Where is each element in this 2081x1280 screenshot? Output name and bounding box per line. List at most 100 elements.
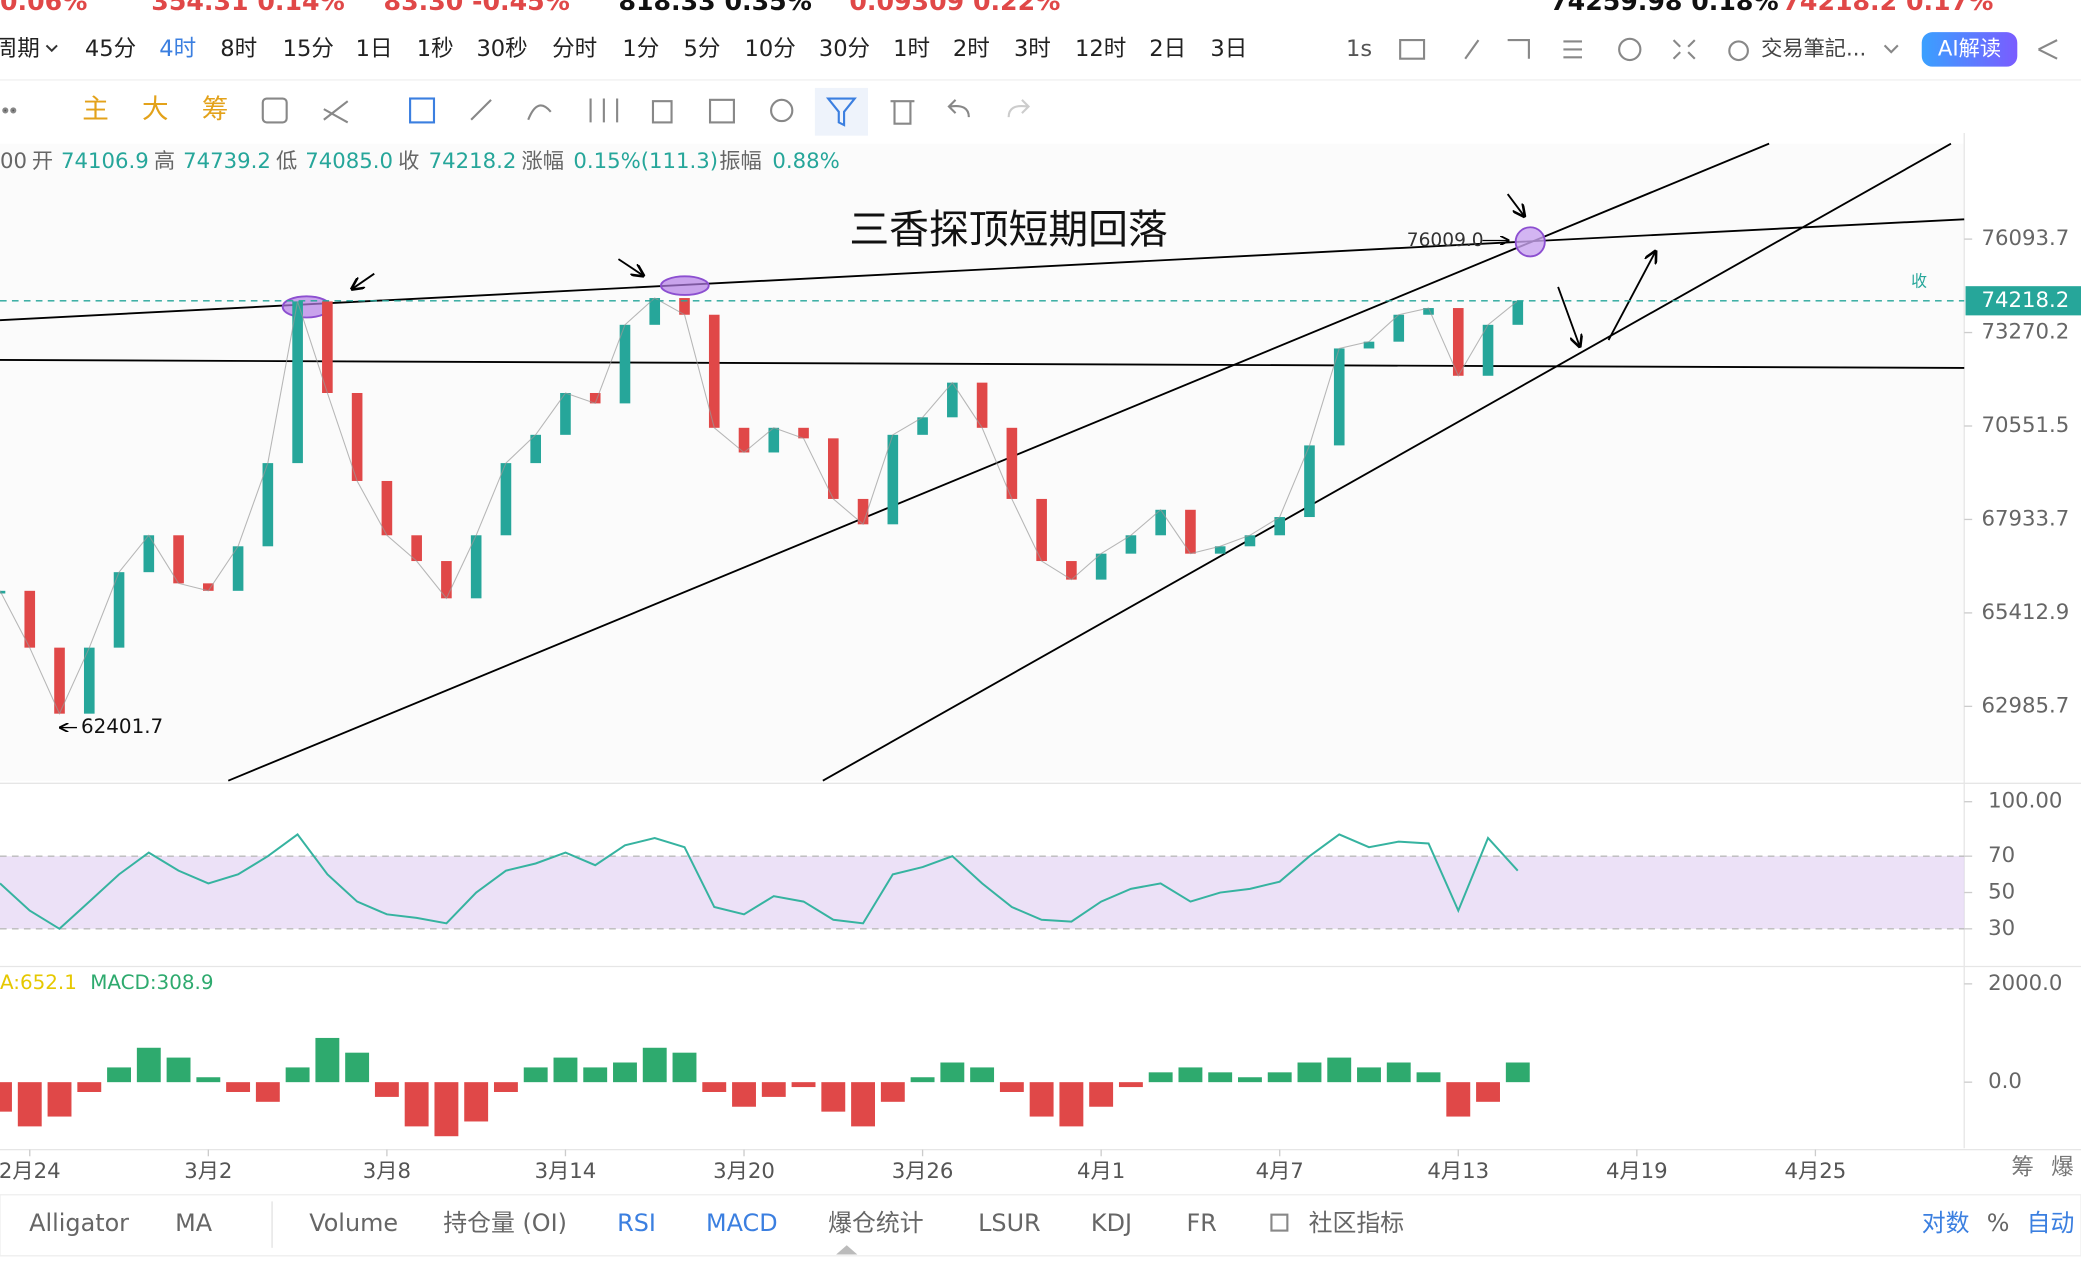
top-icons[interactable] [1399,39,1582,60]
tool-icon[interactable] [589,98,619,123]
timeframe-tab[interactable]: 15分 [283,36,334,62]
timeframe-tab[interactable]: 30分 [819,36,870,62]
ai-button[interactable] [1921,32,2018,67]
timeframe-tab[interactable]: 2时 [953,36,990,62]
macd-legend: MACD:308.9 [90,971,213,994]
indicator-tab[interactable]: 持仓量 (OI) [443,1209,567,1237]
candle [1304,445,1315,518]
timeframe-tab[interactable]: 分时 [552,36,597,62]
timeframe-tab[interactable]: 1日 [356,36,393,62]
ticker[interactable]: 74259.98 0.18% [1550,0,1779,16]
tool-icon[interactable] [651,100,673,124]
fullscreen-icon[interactable] [1672,39,1696,60]
community-icon[interactable] [1270,1213,1289,1232]
ai-label[interactable]: AI解读 [1938,36,2001,61]
share-icon[interactable] [2038,39,2058,60]
indicator-tab[interactable]: KDJ [1091,1209,1132,1237]
tool-icon[interactable] [409,97,436,124]
tool[interactable]: 主 [82,94,109,125]
tool-icon[interactable] [1007,99,1031,118]
tool-icon[interactable] [261,97,288,124]
candle [322,301,333,393]
macd-bar [315,1037,340,1083]
tool-icon[interactable] [708,98,735,124]
tool-icon[interactable] [947,99,970,118]
ticker[interactable]: 83.30 -0.45% [384,0,570,16]
dropdown-icon[interactable] [1883,44,1899,54]
axis-option[interactable]: % [1987,1209,2010,1237]
settings-icon[interactable] [1618,37,1642,62]
y-tick-label: 73270.2 [1981,320,2069,345]
more-icon[interactable] [2,107,9,114]
x-tick-label: 4月25 [1785,1159,1847,1184]
tool-icon[interactable] [825,97,857,127]
tool-icon[interactable] [890,100,915,125]
y-tick-label: 65412.9 [1981,600,2069,625]
timeframe-tab[interactable]: 10分 [745,36,796,62]
macd-bar [851,1082,876,1127]
indicator-tab[interactable]: MA [175,1209,213,1237]
cloud-icon[interactable] [1728,40,1749,62]
timeframe-tab[interactable]: 1秒 [417,36,454,62]
timeframe-tab[interactable]: 8时 [220,36,257,62]
timeframe-tab[interactable]: 3日 [1210,36,1247,62]
indicator-tab[interactable]: 爆仓统计 [828,1209,924,1237]
macd-bar [821,1082,846,1112]
last-price-label: 74218.2 [1981,288,2069,313]
macd-bar [1238,1077,1262,1083]
high-annotation: 76009.0 [1407,230,1484,251]
indicator-tab[interactable]: MACD [706,1209,778,1237]
ticker[interactable]: 0.06% [0,0,87,16]
timeframe-tab[interactable]: 30秒 [476,36,527,62]
candle [24,590,36,648]
tool-icon[interactable] [527,104,552,121]
collapse-handle[interactable] [836,1245,858,1255]
timeframe-tab[interactable]: 1分 [622,36,659,62]
timeframe-tab[interactable]: 5分 [683,36,720,62]
indicator-tab[interactable]: 社区指标 [1309,1209,1405,1237]
timeframe-tab[interactable]: 45分 [85,36,136,62]
axis-option[interactable]: 对数 [1922,1209,1970,1237]
notes[interactable]: 交易筆記... [1761,36,1866,61]
ticker[interactable]: 354.31 0.14% [151,0,344,16]
ohlc-text: 涨幅 [522,149,564,174]
timeframe-tab[interactable]: 1时 [893,36,930,62]
candle [589,392,601,404]
indicator-tab[interactable]: Alligator [29,1209,129,1237]
arrow [617,258,642,275]
side-label[interactable]: 筹 [2011,1155,2034,1181]
candle [470,535,482,599]
timeframe-tab[interactable]: 4时 [159,36,196,62]
ticker[interactable]: 0.09309 0.22% [849,0,1060,16]
price-pane [0,143,1965,781]
indicator-tab[interactable]: LSUR [978,1209,1041,1237]
tool[interactable]: 大 [142,94,169,125]
rsi-band [0,856,1965,929]
indicator-tab[interactable]: RSI [617,1209,656,1237]
axis-option[interactable]: 自动 [2027,1209,2075,1237]
candle [1363,341,1375,349]
ticker[interactable]: 818.33 0.35% [618,0,811,16]
macd-bar [404,1082,429,1127]
tool-icon[interactable] [323,100,349,124]
close-line [0,297,1519,715]
tool-icon[interactable] [470,99,492,121]
tool-icon[interactable] [770,98,794,123]
candle [1006,427,1018,499]
y-tick-label: 30 [1988,916,2015,941]
indicator-tab[interactable]: FR [1186,1209,1216,1237]
timeframe-tab[interactable]: 3时 [1014,36,1051,62]
macd-bar [732,1082,756,1107]
timeframe-tab[interactable]: 周期 [0,36,40,62]
tool-highlight [814,87,868,136]
timeframe-tab[interactable]: 12时 [1075,36,1126,62]
candle [738,427,750,453]
side-label[interactable]: 爆 [2051,1155,2074,1181]
more-icon[interactable] [10,107,17,114]
indicator-tab[interactable]: Volume [309,1209,398,1237]
timeframe-tab[interactable]: 2日 [1149,36,1186,62]
candle [54,647,65,714]
tool[interactable]: 筹 [202,94,229,125]
interval[interactable]: 1s [1346,36,1372,62]
ticker[interactable]: 74218.2 0.17% [1782,0,1993,16]
